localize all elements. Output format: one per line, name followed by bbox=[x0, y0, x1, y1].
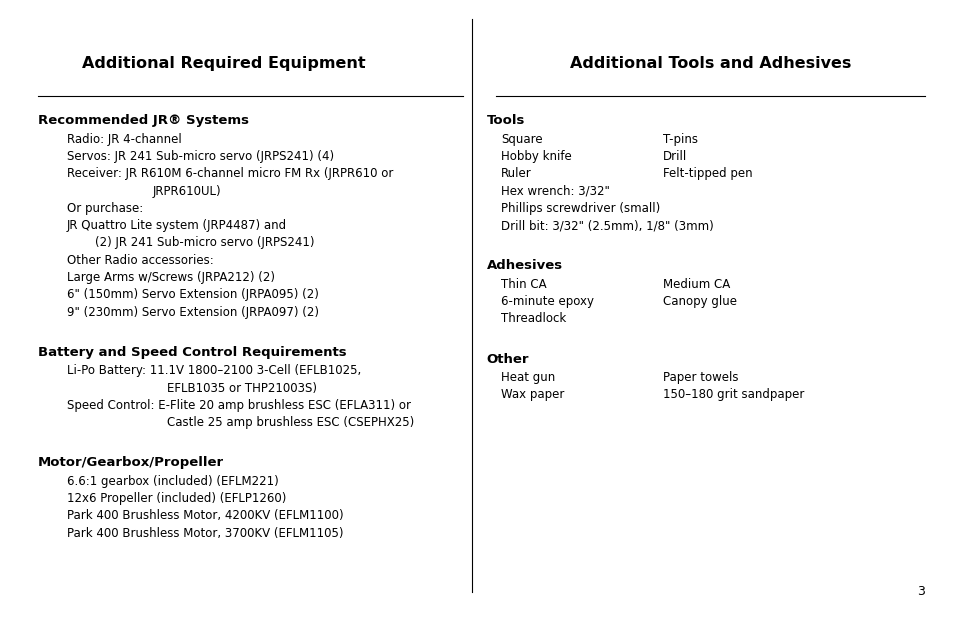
Text: Paper towels: Paper towels bbox=[662, 371, 738, 384]
Text: 12x6 Propeller (included) (EFLP1260): 12x6 Propeller (included) (EFLP1260) bbox=[67, 492, 286, 505]
Text: Additional Required Equipment: Additional Required Equipment bbox=[82, 56, 366, 70]
Text: JR Quattro Lite system (JRP4487) and: JR Quattro Lite system (JRP4487) and bbox=[67, 219, 287, 232]
Text: Speed Control: E-Flite 20 amp brushless ESC (EFLA311) or: Speed Control: E-Flite 20 amp brushless … bbox=[67, 399, 411, 412]
Text: Li-Po Battery: 11.1V 1800–2100 3-Cell (EFLB1025,: Li-Po Battery: 11.1V 1800–2100 3-Cell (E… bbox=[67, 364, 360, 377]
Text: Other Radio accessories:: Other Radio accessories: bbox=[67, 254, 213, 267]
Text: Phillips screwdriver (small): Phillips screwdriver (small) bbox=[500, 202, 659, 215]
Text: Or purchase:: Or purchase: bbox=[67, 202, 143, 215]
Text: Canopy glue: Canopy glue bbox=[662, 295, 737, 308]
Text: Other: Other bbox=[486, 352, 529, 365]
Text: 9" (230mm) Servo Extension (JRPA097) (2): 9" (230mm) Servo Extension (JRPA097) (2) bbox=[67, 305, 318, 318]
Text: Tools: Tools bbox=[486, 114, 524, 127]
Text: Square: Square bbox=[500, 133, 542, 146]
Text: Additional Tools and Adhesives: Additional Tools and Adhesives bbox=[570, 56, 850, 70]
Text: Drill: Drill bbox=[662, 150, 686, 163]
Text: Park 400 Brushless Motor, 4200KV (EFLM1100): Park 400 Brushless Motor, 4200KV (EFLM11… bbox=[67, 510, 343, 523]
Text: Motor/Gearbox/Propeller: Motor/Gearbox/Propeller bbox=[38, 456, 224, 469]
Text: Felt-tipped pen: Felt-tipped pen bbox=[662, 167, 752, 180]
Text: Park 400 Brushless Motor, 3700KV (EFLM1105): Park 400 Brushless Motor, 3700KV (EFLM11… bbox=[67, 527, 343, 540]
Text: Receiver: JR R610M 6-channel micro FM Rx (JRPR610 or: Receiver: JR R610M 6-channel micro FM Rx… bbox=[67, 167, 393, 180]
Text: Hobby knife: Hobby knife bbox=[500, 150, 571, 163]
Text: Ruler: Ruler bbox=[500, 167, 531, 180]
Text: Drill bit: 3/32" (2.5mm), 1/8" (3mm): Drill bit: 3/32" (2.5mm), 1/8" (3mm) bbox=[500, 219, 713, 232]
Text: Large Arms w/Screws (JRPA212) (2): Large Arms w/Screws (JRPA212) (2) bbox=[67, 271, 274, 284]
Text: EFLB1035 or THP21003S): EFLB1035 or THP21003S) bbox=[167, 381, 316, 394]
Text: Castle 25 amp brushless ESC (CSEPHX25): Castle 25 amp brushless ESC (CSEPHX25) bbox=[167, 416, 414, 429]
Text: Thin CA: Thin CA bbox=[500, 278, 546, 291]
Text: JRPR610UL): JRPR610UL) bbox=[152, 184, 221, 197]
Text: Recommended JR® Systems: Recommended JR® Systems bbox=[38, 114, 249, 127]
Text: Wax paper: Wax paper bbox=[500, 389, 563, 402]
Text: 150–180 grit sandpaper: 150–180 grit sandpaper bbox=[662, 389, 803, 402]
Text: Radio: JR 4-channel: Radio: JR 4-channel bbox=[67, 133, 181, 146]
Text: Servos: JR 241 Sub-micro servo (JRPS241) (4): Servos: JR 241 Sub-micro servo (JRPS241)… bbox=[67, 150, 334, 163]
Text: 3: 3 bbox=[917, 586, 924, 598]
Text: Medium CA: Medium CA bbox=[662, 278, 729, 291]
Text: 6.6:1 gearbox (included) (EFLM221): 6.6:1 gearbox (included) (EFLM221) bbox=[67, 475, 278, 488]
Text: Threadlock: Threadlock bbox=[500, 312, 565, 325]
Text: Heat gun: Heat gun bbox=[500, 371, 555, 384]
Text: Hex wrench: 3/32": Hex wrench: 3/32" bbox=[500, 184, 609, 197]
Text: Battery and Speed Control Requirements: Battery and Speed Control Requirements bbox=[38, 346, 347, 358]
Text: T-pins: T-pins bbox=[662, 133, 698, 146]
Text: 6-minute epoxy: 6-minute epoxy bbox=[500, 295, 593, 308]
Text: 6" (150mm) Servo Extension (JRPA095) (2): 6" (150mm) Servo Extension (JRPA095) (2) bbox=[67, 288, 318, 301]
Text: (2) JR 241 Sub-micro servo (JRPS241): (2) JR 241 Sub-micro servo (JRPS241) bbox=[95, 236, 314, 249]
Text: Adhesives: Adhesives bbox=[486, 259, 562, 272]
